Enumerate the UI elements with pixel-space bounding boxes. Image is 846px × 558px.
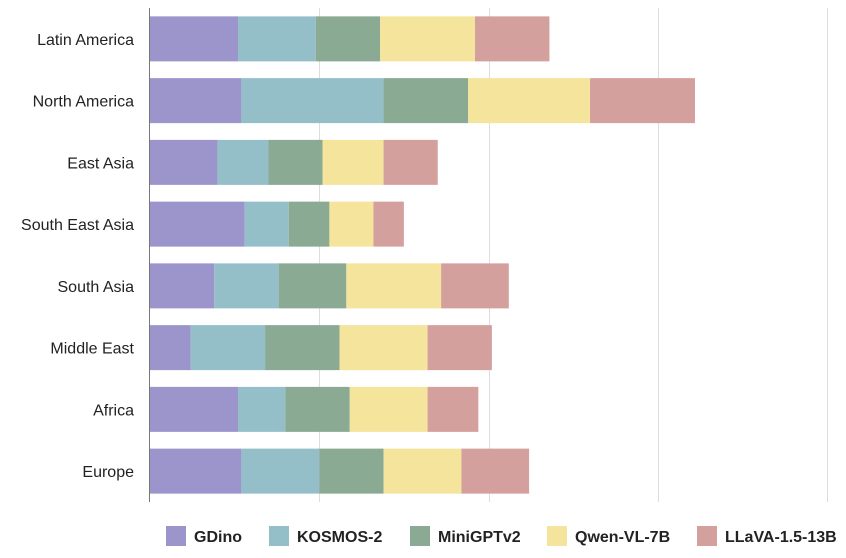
legend-swatch-minigptv2 [410,526,430,546]
bar-segment-kosmos-2-middle-east [190,325,266,371]
category-label-latin-america: Latin America [37,32,134,49]
category-label-africa: Africa [93,402,134,419]
bar-segment-qwen-vl-7b-north-america [468,78,591,124]
bar-segment-qwen-vl-7b-latin-america [380,16,475,62]
bar-segment-kosmos-2-east-asia [217,139,269,185]
bar-segment-llava-1-5-13b-east-asia [383,139,438,185]
bar-segment-minigptv2-east-asia [268,139,323,185]
bar-segment-llava-1-5-13b-middle-east [427,325,492,371]
bar-segment-gdino-east-asia [150,139,218,185]
bar-segment-llava-1-5-13b-europe [461,448,530,494]
bar-segment-minigptv2-south-east-asia [288,201,330,247]
legend-swatch-qwen-vl-7b [547,526,567,546]
bar-segment-kosmos-2-latin-america [238,16,316,62]
category-label-south-asia: South Asia [58,279,135,296]
legend-label-llava-1-5-13b: LLaVA-1.5-13B [725,529,837,546]
category-label-south-east-asia: South East Asia [21,217,134,234]
bars [150,16,695,494]
bar-segment-gdino-latin-america [150,16,239,62]
category-label-north-america: North America [33,94,134,111]
bar-segment-qwen-vl-7b-south-east-asia [329,201,374,247]
bar-segment-qwen-vl-7b-europe [383,448,462,494]
bar-segment-llava-1-5-13b-latin-america [474,16,550,62]
category-label-europe: Europe [82,464,134,481]
bar-segment-llava-1-5-13b-south-east-asia [373,201,404,247]
category-label-middle-east: Middle East [50,341,134,358]
bar-segment-qwen-vl-7b-south-asia [346,263,442,309]
legend-label-gdino: GDino [194,529,242,546]
legend: GDino KOSMOS-2 MiniGPTv2 Qwen-VL-7B LLaVA-1.… [166,526,837,546]
category-labels: Latin America North America East Asia South… [21,32,135,481]
bar-segment-gdino-south-asia [150,263,215,309]
bar-segment-kosmos-2-south-asia [214,263,279,309]
bar-segment-minigptv2-north-america [383,78,469,124]
legend-swatch-kosmos-2 [269,526,289,546]
bar-segment-qwen-vl-7b-east-asia [322,139,384,185]
bar-segment-gdino-north-america [150,78,242,124]
bar-segment-minigptv2-latin-america [315,16,381,62]
bar-segment-gdino-africa [150,386,239,432]
bar-segment-kosmos-2-north-america [241,78,384,124]
bar-segment-qwen-vl-7b-africa [349,386,428,432]
bar-segment-gdino-europe [150,448,242,494]
bar-segment-llava-1-5-13b-north-america [590,78,695,124]
bar-segment-llava-1-5-13b-africa [427,386,479,432]
bar-segment-minigptv2-europe [319,448,384,494]
legend-label-kosmos-2: KOSMOS-2 [297,529,382,546]
bar-segment-gdino-south-east-asia [150,201,245,247]
bar-segment-qwen-vl-7b-middle-east [339,325,428,371]
category-label-east-asia: East Asia [67,155,134,172]
legend-swatch-gdino [166,526,186,546]
bar-segment-minigptv2-africa [285,386,350,432]
bar-segment-minigptv2-south-asia [278,263,347,309]
bar-segment-llava-1-5-13b-south-asia [441,263,509,309]
bar-segment-kosmos-2-south-east-asia [244,201,289,247]
bar-segment-kosmos-2-africa [238,386,286,432]
legend-swatch-llava-1-5-13b [697,526,717,546]
bar-segment-gdino-middle-east [150,325,191,371]
bar-segment-kosmos-2-europe [241,448,320,494]
legend-label-minigptv2: MiniGPTv2 [438,529,521,546]
bar-segment-minigptv2-middle-east [265,325,340,371]
legend-label-qwen-vl-7b: Qwen-VL-7B [575,529,670,546]
